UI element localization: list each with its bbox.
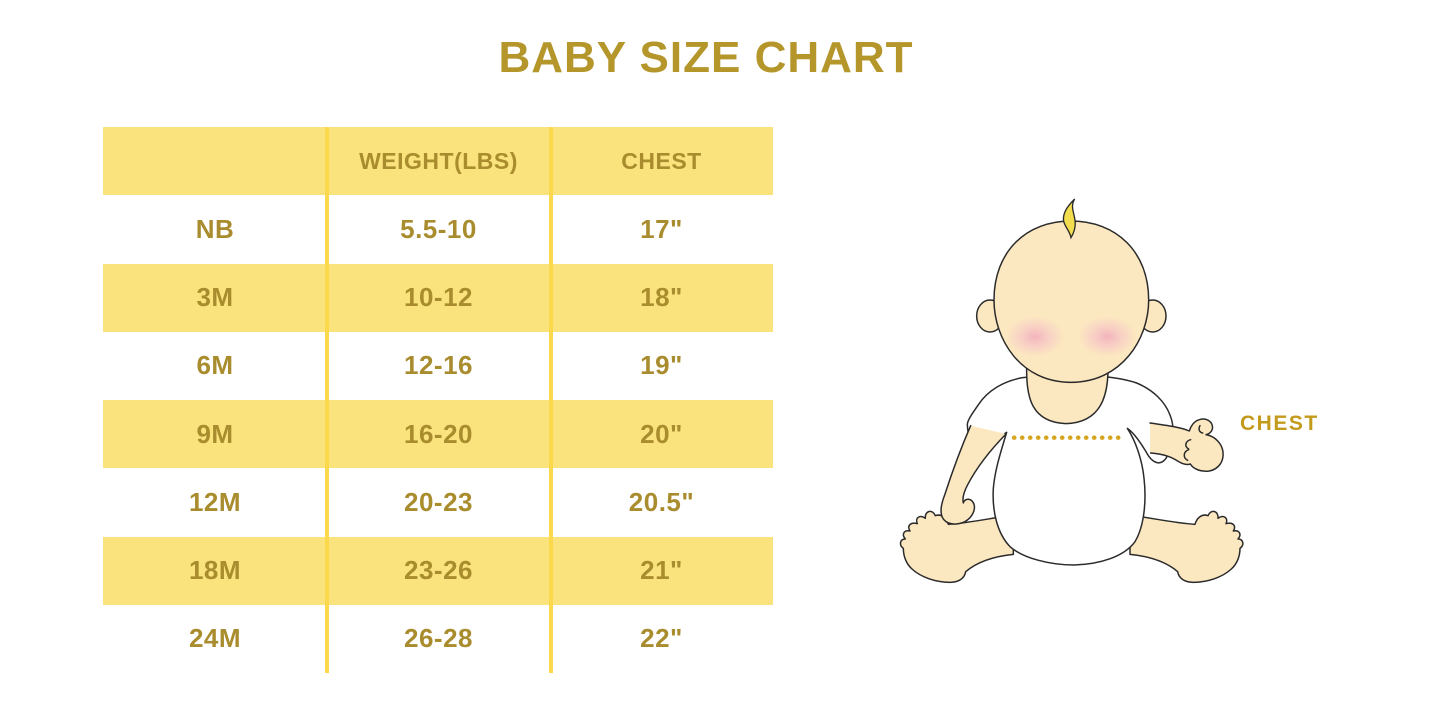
header-cell-chest: CHEST [550, 127, 773, 196]
chest-cell: 19" [640, 350, 683, 381]
weight-cell: 23-26 [327, 536, 550, 605]
baby-arm-right-outline [1149, 418, 1224, 473]
weight-cell: 16-20 [327, 400, 550, 469]
weight-cell: 20-23 [404, 486, 473, 517]
baby-figure: CHEST [870, 185, 1350, 625]
chest-cell: 20.5" [628, 486, 695, 517]
baby-blush-left [1005, 316, 1065, 358]
size-cell: 12M [188, 486, 242, 517]
baby-illustration [899, 198, 1244, 584]
size-cell: 24M [188, 623, 242, 654]
chest-label: CHEST [1240, 412, 1319, 435]
size-cell: 18M [103, 536, 327, 605]
baby-leg-left [899, 510, 1015, 584]
baby-leg-right [1129, 510, 1244, 584]
baby-hair-curl-icon [1062, 198, 1076, 240]
size-cell: 6M [196, 350, 234, 381]
column-divider [549, 127, 553, 673]
baby-blush-right [1078, 316, 1137, 358]
baby-arm-left [941, 425, 1006, 525]
size-cell: 3M [103, 263, 327, 332]
chest-cell: 20" [550, 400, 773, 469]
baby-fist-finger-lines [1183, 424, 1204, 462]
page-title: BABY SIZE CHART [498, 33, 914, 82]
weight-cell: 26-28 [404, 623, 473, 654]
chest-cell: 21" [550, 536, 773, 605]
weight-cell: 10-12 [327, 263, 550, 332]
header-cell-size [103, 127, 327, 196]
baby-arm-left-outline [940, 424, 1007, 525]
size-table: WEIGHT(LBS) CHEST NB 5.5-10 17" 3M 10-12… [103, 127, 773, 673]
weight-cell: 5.5-10 [400, 213, 477, 244]
column-divider [325, 127, 329, 673]
size-cell: 9M [103, 400, 327, 469]
chest-cell: 22" [640, 623, 683, 654]
chest-cell: 18" [550, 263, 773, 332]
chest-cell: 17" [640, 213, 683, 244]
header-cell-weight: WEIGHT(LBS) [327, 127, 550, 196]
baby-head [993, 220, 1150, 384]
size-cell: NB [195, 213, 235, 244]
weight-cell: 12-16 [404, 350, 473, 381]
